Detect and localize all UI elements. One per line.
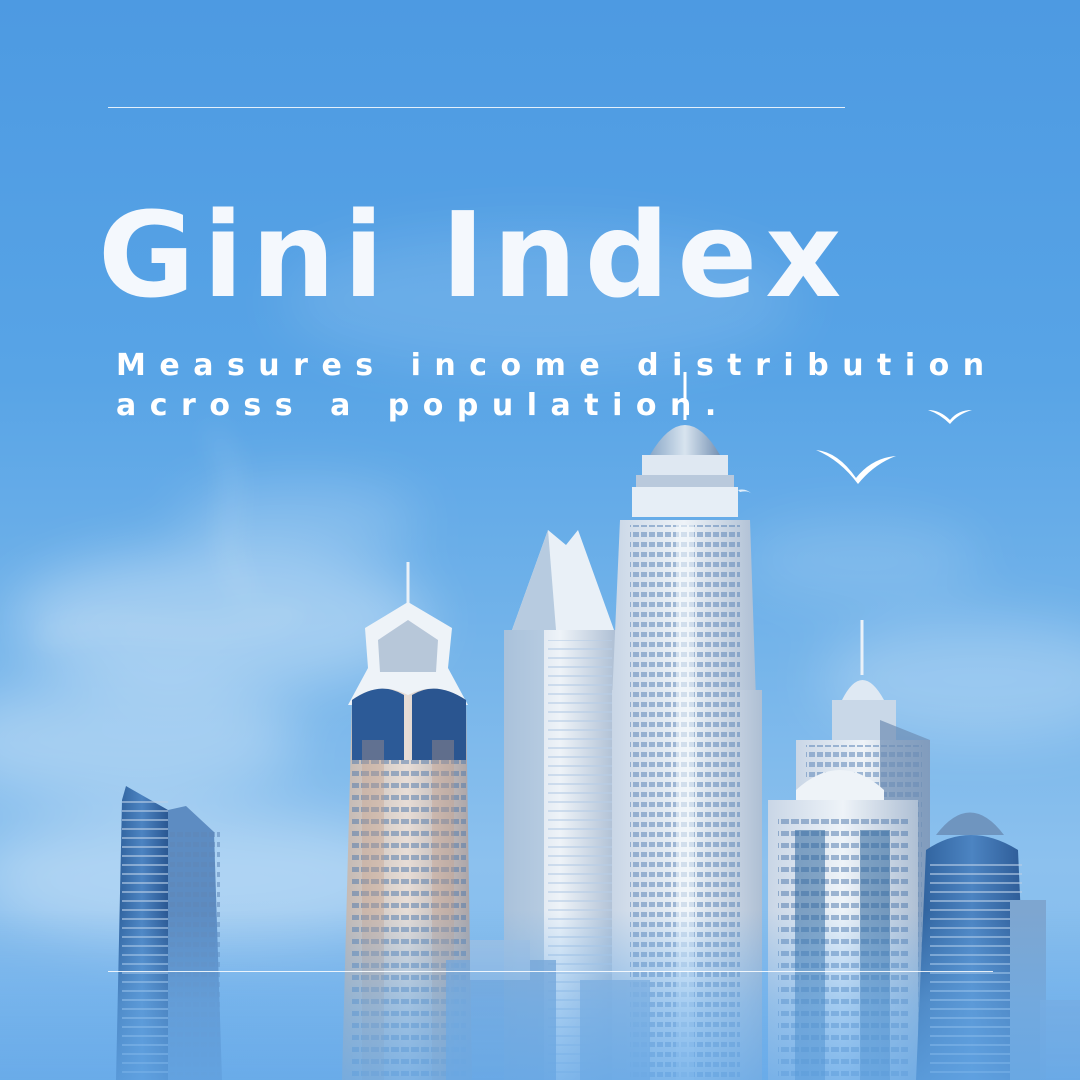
subtitle-line-1: Measures income distribution	[116, 348, 998, 383]
top-divider-line	[108, 107, 845, 108]
poster-subtitle: Measures income distribution across a po…	[116, 346, 1016, 426]
bottom-divider-line	[108, 971, 993, 972]
bird-icon	[816, 450, 896, 484]
bird-icon	[738, 489, 752, 494]
poster-title: Gini Index	[98, 186, 850, 324]
bird-icon	[928, 410, 972, 424]
subtitle-line-2: across a population.	[116, 388, 730, 423]
bottom-haze	[0, 910, 1080, 1080]
